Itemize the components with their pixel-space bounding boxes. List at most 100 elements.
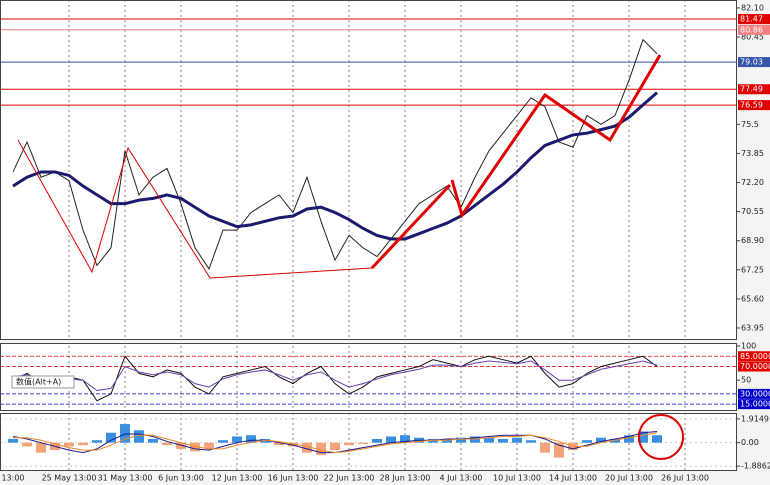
x-tick-label: 26 Jul 13:00	[661, 474, 709, 483]
x-tick-label: 4 Jul 13:00	[440, 474, 483, 483]
x-tick-label: 6 Jun 13:00	[158, 474, 204, 483]
oscillator-panel	[0, 343, 737, 411]
y-tick-label: 1.9149	[741, 414, 769, 423]
histogram-bar	[624, 435, 634, 443]
histogram-bar	[218, 440, 228, 443]
histogram-bar	[22, 442, 32, 447]
histogram-bar	[372, 438, 382, 443]
y-tick-label: 75.5	[741, 120, 759, 129]
y-tick-label: 50	[741, 376, 751, 385]
histogram-bar	[456, 437, 466, 443]
price-panel	[0, 0, 737, 340]
histogram-bar	[358, 442, 368, 444]
y-tick-label: 0.00	[741, 438, 759, 447]
x-tick-label: 20 Jul 13:00	[605, 474, 653, 483]
level-label: 70.0000	[740, 362, 770, 371]
annotation: 数值(Alt+A)	[16, 377, 61, 387]
y-tick-label: 82.10	[741, 3, 764, 12]
histogram-bar	[92, 440, 102, 443]
histogram-bar	[344, 442, 354, 446]
level-box	[738, 14, 770, 25]
level-box	[738, 388, 770, 399]
histogram-bar	[498, 438, 508, 443]
x-tick-label: 12 Jun 13:00	[212, 474, 263, 483]
series-line	[12, 91, 658, 241]
histogram-bar	[512, 437, 522, 443]
x-tick-label: 14 Jul 13:00	[549, 474, 597, 483]
series-line	[12, 360, 658, 391]
x-tick-label: 10 Jul 13:00	[493, 474, 541, 483]
histogram-bar	[330, 442, 340, 451]
x-tick-label: 22 Jun 13:00	[324, 474, 375, 483]
highlight-circle	[638, 414, 684, 460]
histogram-bar	[260, 438, 270, 443]
y-tick-label: 72.20	[741, 178, 764, 187]
histogram-bar	[610, 438, 620, 443]
histogram-bar	[652, 435, 662, 443]
series-line	[13, 432, 658, 454]
histogram-bar	[78, 442, 88, 446]
histogram-bar	[134, 430, 144, 443]
level-label: 80.86	[740, 25, 763, 34]
series-line	[12, 355, 658, 402]
level-box	[738, 100, 770, 111]
histogram-bar	[162, 442, 172, 446]
level-box	[738, 351, 770, 362]
level-label: 81.47	[740, 15, 763, 24]
x-tick-label: 25 May 13:00	[42, 474, 97, 483]
histogram-bar	[190, 442, 200, 452]
histogram-bar	[470, 436, 480, 443]
level-label: 15.0000	[740, 400, 770, 409]
x-tick-label: 28 Jun 13:00	[380, 474, 431, 483]
y-tick-label: 80.45	[741, 33, 764, 42]
annotation-box	[11, 375, 75, 389]
histogram-bar	[554, 442, 564, 458]
histogram-bar	[106, 432, 116, 443]
histogram-bar	[232, 436, 242, 443]
series-line	[12, 38, 658, 271]
x-tick-label: 16 Jun 13:00	[268, 474, 319, 483]
x-tick-label: 13:00	[1, 474, 24, 483]
y-tick-label: 70.55	[741, 207, 764, 216]
frame	[0, 413, 737, 471]
level-box	[738, 57, 770, 68]
histogram-bar	[288, 442, 298, 447]
arrow-path	[370, 54, 662, 270]
trend-arrows	[17, 54, 662, 279]
frame	[0, 343, 737, 411]
level-box	[738, 399, 770, 410]
histogram-bar	[442, 440, 452, 443]
histogram-bar	[596, 437, 606, 443]
y-tick-label: 100	[741, 342, 756, 351]
histogram-bar	[428, 438, 438, 443]
level-label: 30.0000	[740, 389, 770, 398]
histogram-bar	[582, 440, 592, 443]
axis: 13:00 25 May 13:00 31 May 13:00 6 Jun 13:00…	[1, 3, 770, 483]
level-box	[738, 361, 770, 372]
histogram-bar	[386, 436, 396, 443]
plot	[8, 38, 662, 458]
y-tick-label: 67.25	[741, 265, 764, 274]
y-tick-label: 68.90	[741, 236, 764, 245]
histogram-bar	[204, 442, 214, 449]
histogram-bar	[176, 442, 186, 449]
level-box	[738, 24, 770, 35]
histogram-bar	[316, 442, 326, 456]
histogram-bar	[638, 431, 648, 443]
histogram-bar	[246, 435, 256, 443]
histogram-bar	[64, 442, 74, 447]
histogram-bar	[274, 442, 284, 446]
histogram-bar	[36, 442, 46, 453]
histogram-bar	[120, 424, 130, 443]
x-tick-label: 31 May 13:00	[98, 474, 153, 483]
histogram-bar	[526, 440, 536, 443]
level-box	[738, 84, 770, 95]
histogram-bar	[540, 442, 550, 453]
y-tick-label: 65.60	[741, 294, 764, 303]
histogram-bar	[484, 437, 494, 443]
y-tick-label: -1.8862	[741, 462, 770, 471]
level-label: 79.03	[740, 58, 763, 67]
frame	[0, 0, 737, 340]
histogram-bar	[400, 435, 410, 443]
